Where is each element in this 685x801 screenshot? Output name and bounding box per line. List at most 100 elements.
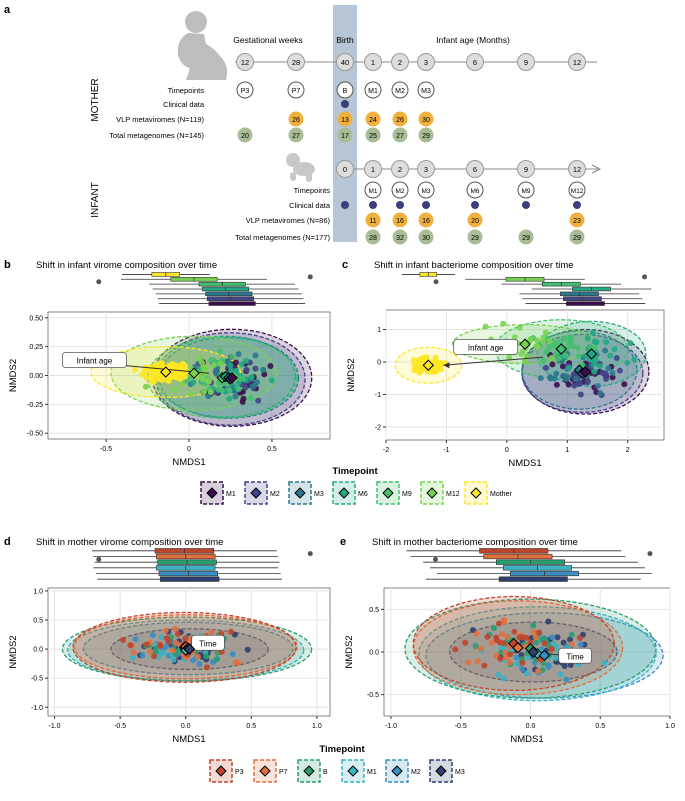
mother-timeline-node [336,53,354,71]
data-point [507,651,514,658]
mother-timeline-label: 28 [292,58,300,67]
data-point [182,635,189,642]
annotation-box [453,338,519,355]
x-axis-label: NMDS1 [510,734,543,745]
infant-vlp-dot [569,212,585,228]
mother-vlp-count: 30 [422,117,430,124]
data-point [577,391,584,398]
mother-timeline-label: 9 [524,58,528,67]
mother-row-label: Total metagenomes (N=145) [109,131,204,140]
data-point [577,379,584,386]
boxplot-outlier [96,279,102,285]
data-point [550,640,557,647]
infant-timeline-label: 2 [398,165,402,174]
infant-timeline-node [391,160,409,178]
data-point [493,652,500,659]
y-tick-label: 1.0 [33,588,43,595]
mother-timeline-node [417,53,435,71]
infant-timeline-node [336,160,354,178]
data-point [631,356,638,363]
data-point [452,646,459,653]
y-tick-label: 0.0 [33,647,43,654]
data-point [568,631,575,638]
mother-timeline-label: 12 [241,58,249,67]
data-point [543,348,550,355]
data-point [546,338,553,345]
mother-vlp-dot [418,111,434,127]
y-tick-label: 0.0 [369,650,379,657]
y-tick-label: -0.25 [27,402,43,409]
mother-vlp-count: 26 [396,117,404,124]
data-point [597,390,604,397]
legend-title: Timepoint [319,744,365,755]
data-point [554,634,561,641]
data-point [502,649,509,656]
mother-vlp-dot [392,111,408,127]
data-point [235,351,242,358]
header-infant-age: Infant age (Months) [436,35,510,45]
mother-timeline-label: 2 [398,58,402,67]
data-point [516,324,523,331]
data-point [601,370,608,377]
centroid-marker [538,649,551,662]
data-point [226,395,233,402]
data-point [229,651,236,658]
data-point [190,657,197,664]
data-point [547,375,554,382]
data-point [260,366,267,373]
infant-timeline-label: 12 [573,165,581,174]
infant-timepoint-node [417,181,435,199]
mother-vlp-count: 24 [369,117,377,124]
x-tick-label: 0 [187,446,191,453]
data-point [552,655,559,662]
data-point [132,366,139,373]
infant-timeline-node [466,160,484,178]
data-point [609,374,616,381]
data-point [557,671,564,678]
data-point [484,633,491,640]
mother-vlp-dot [365,111,381,127]
data-point [491,625,498,632]
data-point [540,339,547,346]
centroid-marker [585,348,598,360]
data-point [553,381,560,388]
centroid-marker [527,646,539,658]
data-point [228,367,235,374]
infant-total-count: 28 [369,235,377,242]
data-point [232,393,239,400]
data-point [255,397,262,404]
annotation-label: Time [566,652,584,661]
infant-clinical-dot [522,201,530,209]
y-axis-label: NMDS2 [344,635,355,668]
infant-vlp-dot [418,212,434,228]
mother-silhouette-icon [177,11,228,80]
y-tick-label: -2 [375,425,381,432]
legend-label: M1 [367,769,377,776]
mother-timeline-label: 3 [424,58,428,67]
x-tick-label: -1.0 [49,723,61,730]
infant-timeline-node [517,160,535,178]
data-point [495,671,502,678]
infant-timeline-arrow-icon [591,164,602,174]
data-point [576,634,583,641]
data-point [561,335,568,342]
mother-total-dot [237,127,253,143]
infant-timepoint-label: M3 [421,188,430,195]
data-point [567,334,574,341]
chart-title: Shift in mother bacteriome composition o… [372,537,578,548]
infant-row-label: Total metagenomes (N=177) [235,233,330,242]
data-point [249,383,256,390]
y-tick-label: -1 [375,392,381,399]
mother-total-count: 20 [241,133,249,140]
data-point [188,390,195,397]
infant-vlp-count: 16 [396,218,404,225]
infant-timepoint-node [364,181,382,199]
mother-timeline-node [236,53,254,71]
y-axis-label: NMDS2 [8,635,19,668]
infant-total-dot [467,229,483,245]
mother-row-label: Clinical data [163,100,205,109]
infant-timeline-node [364,160,382,178]
data-point [139,652,146,659]
mother-total-count: 29 [422,133,430,140]
infant-timeline-label: 3 [424,165,428,174]
